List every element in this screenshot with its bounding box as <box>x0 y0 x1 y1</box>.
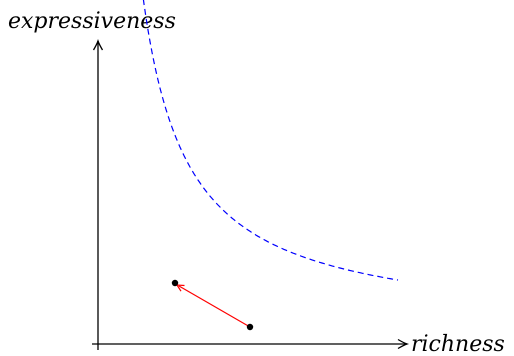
improvement-arrow <box>178 285 251 328</box>
y-axis-label: expressiveness <box>8 9 176 34</box>
tradeoff-curve <box>142 0 399 281</box>
y-axis-arrowhead <box>92 38 104 51</box>
x-axis-arrowhead <box>397 338 410 350</box>
point-start <box>246 323 254 331</box>
point-end <box>171 279 179 287</box>
x-axis-label: richness <box>411 332 505 356</box>
